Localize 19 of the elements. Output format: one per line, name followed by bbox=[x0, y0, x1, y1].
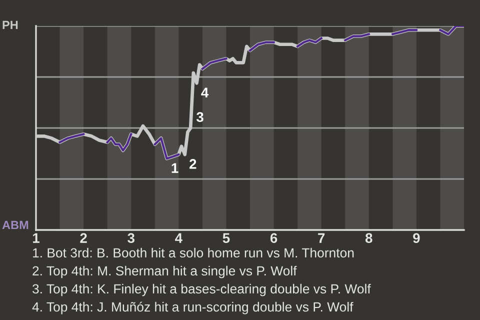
x-tick-label: 4 bbox=[175, 233, 182, 243]
text: 4. Top 4th: J. Muñóz hit a run-scoring double vs P. Wolf bbox=[32, 302, 354, 314]
annotation: 3 bbox=[196, 112, 204, 122]
x-tick-label: 8 bbox=[365, 233, 372, 243]
text: ABM bbox=[2, 220, 28, 230]
x-tick-label: 6 bbox=[270, 233, 278, 243]
annotation: 1 bbox=[172, 163, 178, 173]
x-tick-label: 5 bbox=[222, 233, 230, 243]
text: 1. Bot 3rd: B. Booth hit a solo home run vs M. Thornton bbox=[33, 248, 354, 258]
annotation: 2 bbox=[189, 159, 196, 169]
text: 3. Top 4th: K. Finley hit a bases-clearing double vs P. Wolf bbox=[32, 284, 371, 296]
x-tick-label: 9 bbox=[413, 233, 420, 243]
x-tick-label: 2 bbox=[80, 233, 87, 243]
text: PH bbox=[2, 20, 18, 30]
text: 2. Top 4th: M. Sherman hit a single vs P. Wolf bbox=[32, 266, 297, 278]
x-tick-label: 7 bbox=[318, 233, 325, 243]
x-tick-label: 1 bbox=[33, 233, 40, 243]
annotation: 4 bbox=[201, 88, 209, 98]
x-tick-label: 3 bbox=[128, 233, 134, 243]
